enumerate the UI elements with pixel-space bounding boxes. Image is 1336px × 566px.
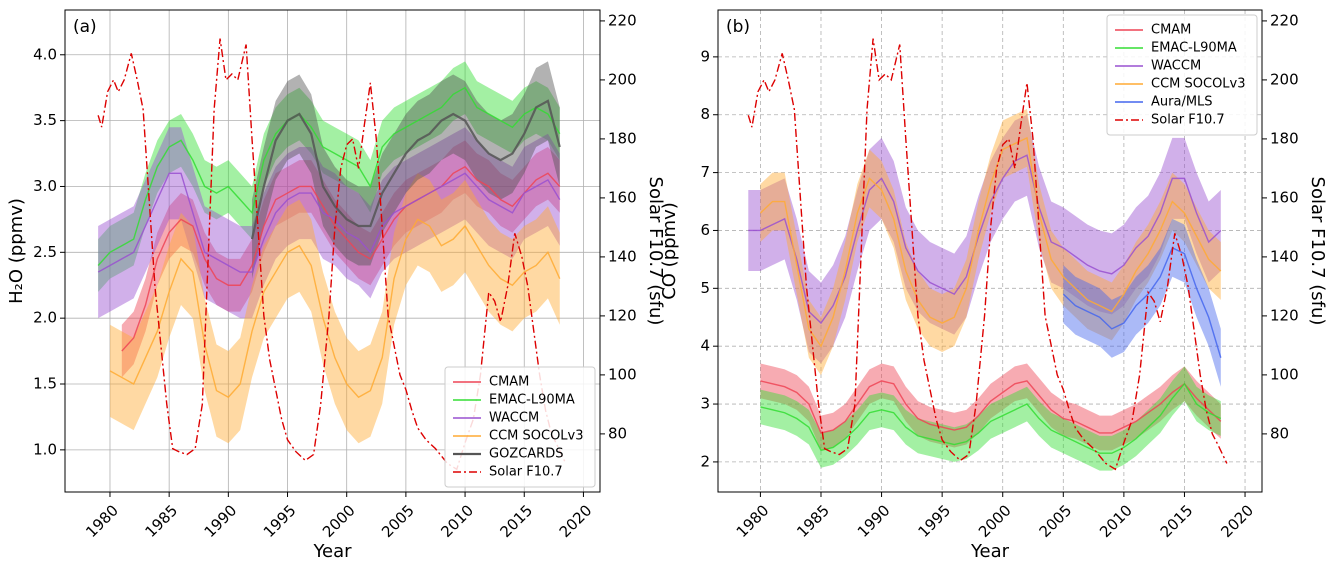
y2-tick-label: 80	[608, 424, 627, 442]
y2-tick-label: 180	[608, 129, 637, 147]
y-tick-label: 2	[700, 452, 710, 470]
y2-tick-label: 220	[608, 11, 637, 29]
x-axis-label: Year	[312, 541, 352, 562]
x-tick-label: 1990	[854, 501, 894, 541]
x-tick-label: 2010	[1096, 501, 1136, 541]
x-tick-label: 1995	[914, 501, 954, 541]
series-line	[109, 218, 561, 399]
series-line	[250, 99, 561, 240]
y2-tick-label: 140	[1270, 247, 1299, 265]
y2-tick-label: 220	[1270, 11, 1299, 29]
legend-label: CMAM	[489, 375, 529, 390]
y2-tick-label: 100	[608, 365, 637, 383]
legend-label: Solar F10.7	[1151, 113, 1225, 128]
legend-box	[1106, 14, 1258, 136]
legend-label: Solar F10.7	[489, 465, 563, 480]
series-line	[760, 380, 1222, 434]
x-tick-label: 2005	[1036, 501, 1076, 541]
y-tick-label: 6	[700, 221, 710, 239]
legend-label: WACCM	[1151, 59, 1201, 74]
y-tick-label: 4.0	[33, 45, 57, 63]
y2-tick-label: 120	[1270, 306, 1299, 324]
y-tick-label: 7	[700, 163, 710, 181]
uncertainty-band	[98, 127, 560, 319]
legend-label: Aura/MLS	[1151, 95, 1213, 110]
uncertainty-band	[760, 108, 1221, 376]
series-line	[97, 172, 561, 273]
legend-label: CMAM	[1151, 23, 1191, 38]
y2-tick-label: 160	[608, 188, 637, 206]
y-axis-label: CO (ppmv)	[659, 202, 680, 300]
x-tick-label: 2000	[319, 501, 359, 541]
series-line	[121, 165, 561, 352]
uncertainty-band	[109, 173, 560, 444]
x-tick-label: 2020	[556, 501, 596, 541]
legend-label: CCM SOCOLv3	[1151, 77, 1246, 92]
x-tick-label: 2020	[1217, 501, 1257, 541]
uncertainty-band	[252, 61, 560, 279]
legend-label: GOZCARDS	[489, 447, 563, 462]
panel-label: (a)	[73, 17, 97, 37]
legend: CMAM EMAC-L90MA WACCM CCM SOCOLv3 Aura/MLS So…	[1106, 14, 1258, 136]
x-tick-label: 1990	[201, 501, 241, 541]
uncertainty-band	[760, 363, 1221, 451]
x-tick-label: 1980	[82, 501, 122, 541]
y-tick-label: 9	[700, 47, 710, 65]
series-line	[748, 154, 1222, 325]
y-tick-label: 2.0	[33, 309, 57, 327]
x-tick-label: 2010	[437, 501, 477, 541]
y2-tick-label: 100	[1270, 365, 1299, 383]
x-tick-label: 2015	[497, 501, 537, 541]
y-tick-label: 5	[700, 279, 710, 297]
y2-tick-label: 180	[1270, 129, 1299, 147]
y-axis-label: H₂O (ppmv)	[6, 198, 27, 304]
legend: CMAM EMAC-L90MA WACCM CCM SOCOLv3 GOZCARDS So…	[444, 366, 596, 488]
y-tick-label: 2.5	[33, 243, 57, 261]
y2-axis-label: Solar F10.7 (sfu)	[1307, 177, 1328, 326]
series-line	[97, 86, 561, 266]
x-tick-label: 1985	[141, 501, 181, 541]
panel: 1980 1985 1990 1995 2000 2005 2010 2015 2020 2 3 4 5…	[659, 9, 1328, 562]
series-line	[97, 38, 567, 471]
y2-tick-label: 140	[608, 247, 637, 265]
uncertainty-band	[121, 140, 560, 378]
x-tick-label: 2000	[975, 501, 1015, 541]
uncertainty-band	[1063, 218, 1221, 387]
series-line	[760, 382, 1222, 454]
legend-label: EMAC-L90MA	[489, 393, 575, 408]
y-tick-label: 3	[700, 395, 710, 413]
y-tick-label: 3.5	[33, 111, 57, 129]
plot-frame	[64, 9, 601, 493]
y2-tick-label: 200	[608, 70, 637, 88]
x-axis-label: Year	[970, 541, 1010, 562]
y-tick-label: 8	[700, 105, 710, 123]
y2-tick-label: 120	[608, 306, 637, 324]
uncertainty-band	[748, 114, 1221, 364]
panel: 1980 1985 1990 1995 2000 2005 2010 2015 2020 1.0 1…	[6, 9, 666, 562]
y2-tick-label: 80	[1270, 424, 1289, 442]
y2-axis-label: Solar F10.7 (sfu)	[645, 177, 666, 326]
uncertainty-band	[760, 366, 1221, 471]
y2-tick-label: 200	[1270, 70, 1299, 88]
y-tick-label: 1.0	[33, 440, 57, 458]
series-line	[759, 136, 1222, 348]
legend-label: WACCM	[489, 411, 539, 426]
y-tick-label: 4	[700, 337, 710, 355]
legend-box	[444, 366, 596, 488]
x-tick-label: 1980	[733, 501, 773, 541]
x-tick-label: 1985	[793, 501, 833, 541]
y-tick-label: 3.0	[33, 177, 57, 195]
plot-frame	[717, 9, 1263, 493]
series-line	[1062, 246, 1222, 358]
y-tick-label: 1.5	[33, 375, 57, 393]
panel-label: (b)	[726, 17, 750, 37]
legend-label: EMAC-L90MA	[1151, 41, 1237, 56]
y2-tick-label: 160	[1270, 188, 1299, 206]
x-tick-label: 1995	[260, 501, 300, 541]
x-tick-label: 2015	[1157, 501, 1197, 541]
x-tick-label: 2005	[378, 501, 418, 541]
legend-label: CCM SOCOLv3	[489, 429, 584, 444]
